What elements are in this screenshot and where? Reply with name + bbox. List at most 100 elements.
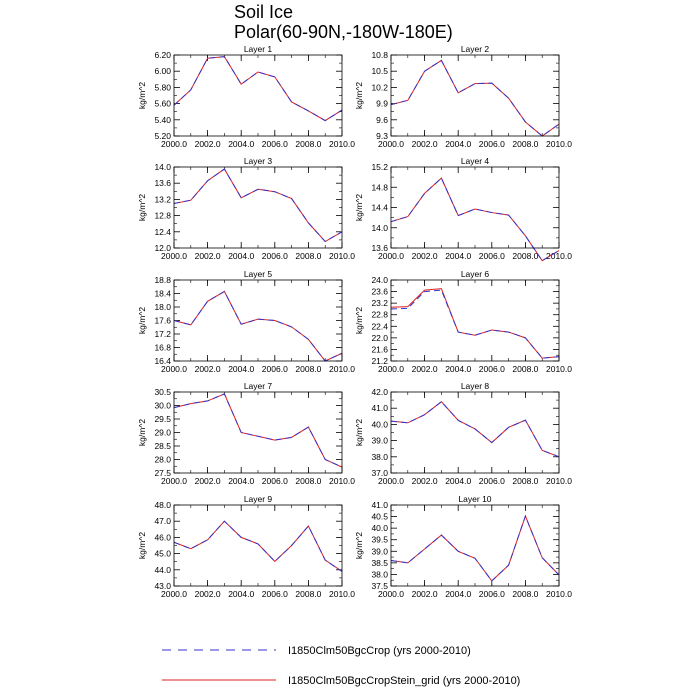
y-tick-label: 43.0 <box>154 581 171 591</box>
series-line-1 <box>390 59 560 137</box>
plot-frame <box>390 166 560 249</box>
legend-label-1: I1850Clm50BgcCrop (yrs 2000-2010) <box>288 645 471 657</box>
x-tick-label: 2010.0 <box>329 476 355 486</box>
panel-title: Layer 9 <box>244 494 273 504</box>
y-tick-label: 24.0 <box>371 275 388 285</box>
x-tick-label: 2006.0 <box>479 476 505 486</box>
y-tick-label: 14.0 <box>371 223 388 233</box>
plot-frame <box>173 54 343 137</box>
x-tick-label: 2004.0 <box>445 364 471 374</box>
x-tick-label: 2010.0 <box>329 364 355 374</box>
y-tick-label: 23.2 <box>371 298 388 308</box>
series-line-2 <box>173 56 343 122</box>
y-tick-label: 47.0 <box>154 516 171 526</box>
x-tick-label: 2000.0 <box>378 251 404 261</box>
y-tick-label: 13.6 <box>154 178 171 188</box>
x-tick-label: 2008.0 <box>295 476 321 486</box>
x-tick-label: 2006.0 <box>262 364 288 374</box>
x-tick-label: 2002.0 <box>412 476 438 486</box>
y-tick-label: 41.0 <box>371 403 388 413</box>
series-line-2 <box>173 520 343 572</box>
y-tick-label: 21.6 <box>371 344 388 354</box>
y-tick-label: 18.8 <box>154 275 171 285</box>
panel-title: Layer 10 <box>458 494 491 504</box>
x-tick-label: 2004.0 <box>445 589 471 599</box>
y-tick-label: 28.5 <box>154 441 171 451</box>
y-tick-label: 10.8 <box>371 50 388 60</box>
y-tick-label: 9.3 <box>376 131 388 141</box>
panel-title: Layer 3 <box>244 156 273 166</box>
plot-frame <box>173 391 343 474</box>
y-tick-label: 30.5 <box>154 387 171 397</box>
y-tick-label: 39.0 <box>371 436 388 446</box>
x-tick-label: 2000.0 <box>161 251 187 261</box>
y-tick-label: 28.0 <box>154 455 171 465</box>
plot-frame <box>390 279 560 362</box>
y-tick-label: 22.8 <box>371 310 388 320</box>
x-tick-label: 2008.0 <box>512 476 538 486</box>
series-line-1 <box>173 520 343 572</box>
y-tick-label: 16.8 <box>154 343 171 353</box>
y-axis-label: kg/m^2 <box>137 194 147 221</box>
y-tick-label: 18.4 <box>154 289 171 299</box>
x-tick-label: 2002.0 <box>412 251 438 261</box>
x-tick-label: 2010.0 <box>329 589 355 599</box>
x-tick-label: 2006.0 <box>262 476 288 486</box>
y-tick-label: 45.0 <box>154 549 171 559</box>
y-axis-label: kg/m^2 <box>354 419 364 446</box>
series-line-2 <box>390 59 560 137</box>
y-axis-label: kg/m^2 <box>137 82 147 109</box>
y-axis-label: kg/m^2 <box>354 194 364 221</box>
panel-3: 2000.0 2002.0 2004.0 2006.0 2008.0 2010.0 12.0… <box>137 156 355 261</box>
legend: I1850Clm50BgcCrop (yrs 2000-2010) I1850C… <box>162 645 520 687</box>
series-line-2 <box>173 393 343 468</box>
y-tick-label: 40.0 <box>371 523 388 533</box>
x-tick-label: 2008.0 <box>295 364 321 374</box>
panel-title: Layer 4 <box>461 156 490 166</box>
x-tick-label: 2008.0 <box>512 139 538 149</box>
y-tick-label: 16.4 <box>154 356 171 366</box>
x-tick-label: 2006.0 <box>479 364 505 374</box>
x-tick-label: 2006.0 <box>262 589 288 599</box>
y-tick-label: 37.5 <box>371 581 388 591</box>
x-tick-label: 2004.0 <box>228 589 254 599</box>
plot-frame <box>390 504 560 587</box>
y-tick-label: 37.0 <box>371 468 388 478</box>
x-tick-label: 2000.0 <box>161 589 187 599</box>
x-tick-label: 2000.0 <box>378 589 404 599</box>
plot-frame <box>173 504 343 587</box>
y-tick-label: 41.0 <box>371 500 388 510</box>
series-line-1 <box>390 289 560 359</box>
plot-frame <box>173 166 343 249</box>
y-axis-label: kg/m^2 <box>137 419 147 446</box>
x-tick-label: 2010.0 <box>546 589 572 599</box>
x-tick-label: 2002.0 <box>412 364 438 374</box>
panel-9: 2000.0 2002.0 2004.0 2006.0 2008.0 2010.0 43.0… <box>137 494 355 599</box>
plot-frame <box>390 54 560 137</box>
x-tick-label: 2010.0 <box>546 476 572 486</box>
y-tick-label: 38.0 <box>371 452 388 462</box>
y-tick-label: 38.0 <box>371 569 388 579</box>
y-tick-label: 14.4 <box>371 203 388 213</box>
series-line-1 <box>390 401 560 458</box>
y-tick-label: 6.00 <box>154 66 171 76</box>
series-line-2 <box>390 514 560 582</box>
y-tick-label: 5.20 <box>154 131 171 141</box>
y-tick-label: 5.40 <box>154 115 171 125</box>
y-tick-label: 29.0 <box>154 428 171 438</box>
x-tick-label: 2004.0 <box>445 251 471 261</box>
figure-subtitle: Polar(60-90N,-180W-180E) <box>234 22 453 42</box>
x-tick-label: 2000.0 <box>378 364 404 374</box>
x-tick-label: 2006.0 <box>479 139 505 149</box>
panel-title: Layer 6 <box>461 269 490 279</box>
y-tick-label: 46.0 <box>154 532 171 542</box>
x-tick-label: 2008.0 <box>512 364 538 374</box>
series-line-1 <box>173 168 343 243</box>
series-line-1 <box>173 393 343 468</box>
x-tick-label: 2002.0 <box>195 364 221 374</box>
x-tick-label: 2002.0 <box>195 589 221 599</box>
x-tick-label: 2006.0 <box>262 139 288 149</box>
x-tick-label: 2006.0 <box>479 251 505 261</box>
x-tick-label: 2010.0 <box>329 139 355 149</box>
y-tick-label: 40.5 <box>371 512 388 522</box>
